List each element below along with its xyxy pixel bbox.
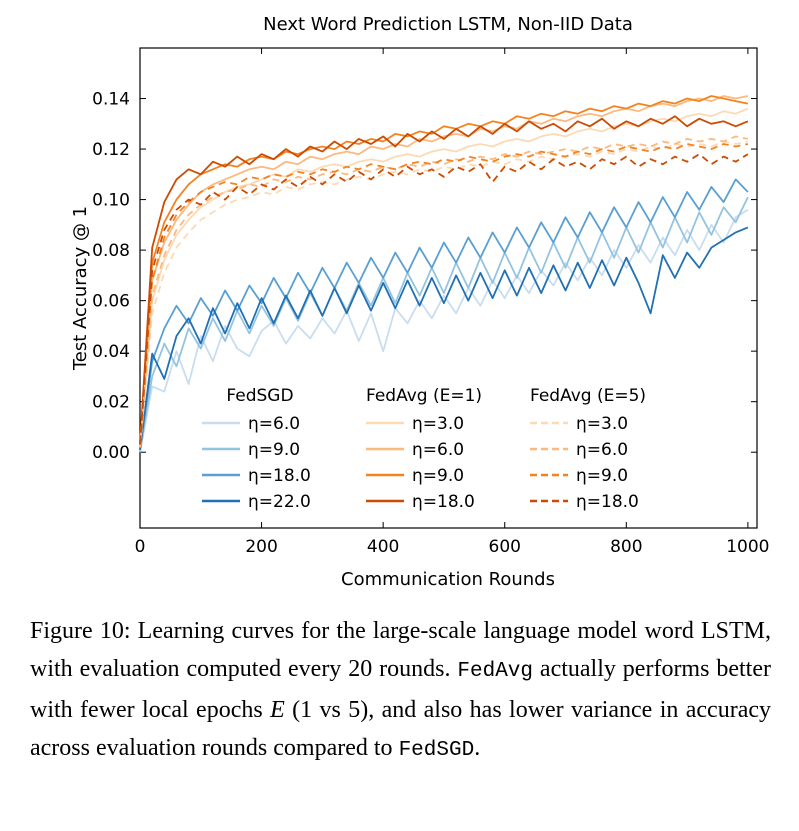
legend-entry-label-fedavg-e1-eta-3: η=3.0 bbox=[412, 414, 464, 434]
caption-segment: Figure 10: Learning curves for the large… bbox=[30, 618, 771, 682]
x-tick-label: 0 bbox=[135, 537, 146, 557]
legend-entry-label-fedavg-e1-eta-6: η=6.0 bbox=[412, 440, 464, 460]
chart-title: Next Word Prediction LSTM, Non-IID Data bbox=[263, 14, 633, 35]
legend-entry-label-fedavg-e5-eta-6: η=6.0 bbox=[576, 440, 628, 460]
x-tick-label: 400 bbox=[367, 537, 399, 557]
legend-entry-label-fedavg-e1-eta-18: η=18.0 bbox=[412, 492, 475, 512]
y-tick-label: 0.10 bbox=[92, 191, 130, 211]
series-line-fedavg-e1-eta-6 bbox=[139, 95, 749, 448]
series-line-fedavg-e5-eta-18 bbox=[139, 153, 749, 445]
learning-curves-chart: Next Word Prediction LSTM, Non-IID Data … bbox=[70, 14, 770, 590]
caption-segment: actually performs better with fewer loca… bbox=[30, 656, 771, 723]
x-tick-label: 200 bbox=[245, 537, 277, 557]
series-line-fedsgd-eta-6 bbox=[139, 208, 749, 453]
series-line-fedavg-e1-eta-3 bbox=[139, 107, 749, 448]
x-tick-label: 800 bbox=[610, 537, 642, 557]
legend-entry-label-fedavg-e5-eta-9: η=9.0 bbox=[576, 466, 628, 486]
x-tick-label: 600 bbox=[489, 537, 521, 557]
legend-group-title: FedAvg (E=1) bbox=[366, 386, 482, 406]
series-line-fedavg-e1-eta-9 bbox=[139, 95, 749, 445]
series-line-fedsgd-eta-22 bbox=[139, 226, 749, 450]
legend-group-title: FedAvg (E=5) bbox=[530, 386, 646, 406]
caption-segment: . bbox=[474, 735, 481, 761]
legend-entry-label-fedavg-e5-eta-3: η=3.0 bbox=[576, 414, 628, 434]
y-axis-label: Test Accuracy @ 1 bbox=[70, 206, 91, 371]
y-tick-label: 0.00 bbox=[92, 443, 130, 463]
legend-entry-label-fedsgd-eta-9: η=9.0 bbox=[248, 440, 300, 460]
y-tick-label: 0.04 bbox=[92, 342, 130, 362]
series-line-fedavg-e1-eta-18 bbox=[139, 115, 749, 445]
x-tick-label: 1000 bbox=[726, 537, 769, 557]
caption-segment-fedavg: FedAvg bbox=[457, 660, 534, 683]
y-tick-label: 0.02 bbox=[92, 393, 130, 413]
legend-entry-label-fedavg-e1-eta-9: η=9.0 bbox=[412, 466, 464, 486]
series-line-fedsgd-eta-9 bbox=[139, 196, 749, 453]
y-tick-label: 0.14 bbox=[92, 90, 130, 110]
legend-group-title: FedSGD bbox=[226, 386, 293, 406]
caption-segment-fedsgd: FedSGD bbox=[398, 739, 475, 762]
y-tick-label: 0.08 bbox=[92, 241, 130, 261]
y-tick-label: 0.12 bbox=[92, 140, 130, 160]
series-line-fedavg-e5-eta-6 bbox=[139, 135, 749, 448]
legend-entry-label-fedsgd-eta-18: η=18.0 bbox=[248, 466, 311, 486]
series-line-fedavg-e5-eta-9 bbox=[139, 143, 749, 445]
legend-entry-label-fedsgd-eta-22: η=22.0 bbox=[248, 492, 311, 512]
figure-caption: Figure 10: Learning curves for the large… bbox=[30, 612, 771, 770]
legend-entry-label-fedsgd-eta-6: η=6.0 bbox=[248, 414, 300, 434]
legend-entry-label-fedavg-e5-eta-18: η=18.0 bbox=[576, 492, 639, 512]
caption-segment-epochs-e: E bbox=[270, 697, 285, 723]
series-line-fedavg-e5-eta-3 bbox=[139, 140, 749, 448]
caption-segment: (1 vs 5), and also has lower variance in… bbox=[30, 697, 772, 761]
x-axis-label: Communication Rounds bbox=[341, 569, 555, 590]
y-tick-label: 0.06 bbox=[92, 292, 130, 312]
series-line-fedsgd-eta-18 bbox=[139, 178, 749, 450]
plot-frame bbox=[139, 47, 758, 529]
